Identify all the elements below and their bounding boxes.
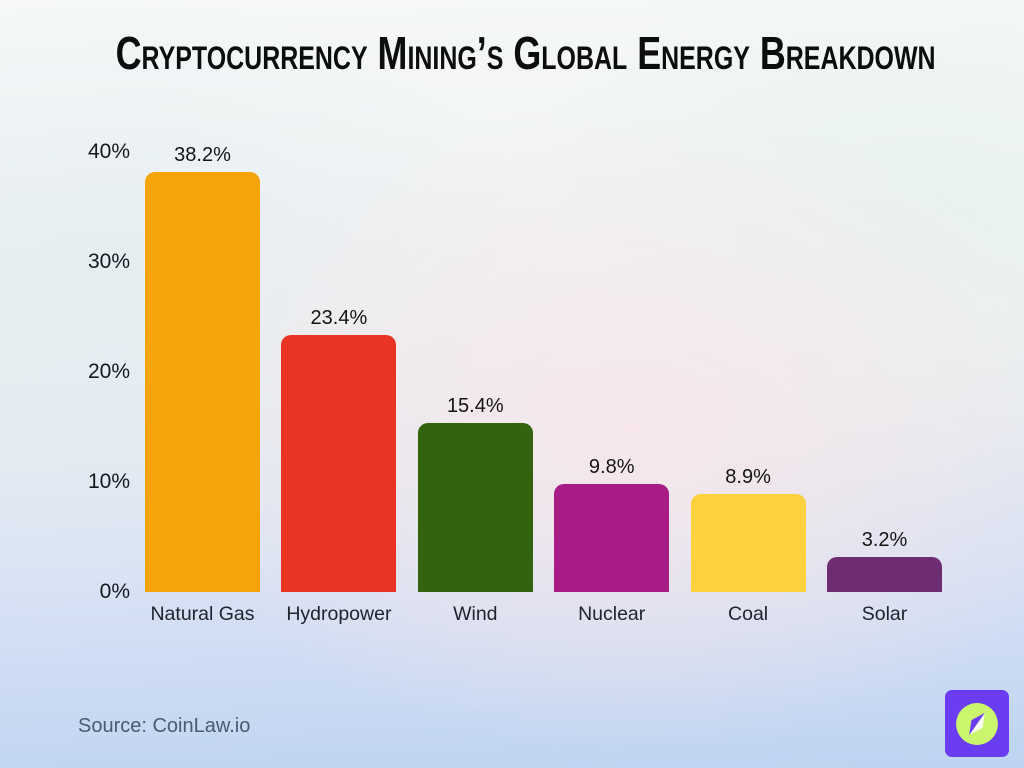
bar-natural-gas	[145, 171, 260, 592]
compass-icon	[956, 702, 998, 745]
bar-hydropower	[281, 334, 397, 592]
title-container: Cryptocurrency Mining’s Global Energy Br…	[0, 26, 1024, 80]
bar-chart: 40% 30% 20% 10% 0% 38.2% 23.4% 15.4% 9.8% 8.9% 3.2…	[0, 140, 1024, 603]
y-axis-tick: 10%	[87, 470, 130, 493]
x-axis-label: Coal	[728, 603, 769, 625]
y-axis-tick: 0%	[99, 580, 130, 603]
y-axis-tick: 40%	[87, 140, 130, 163]
bar-value-label: 9.8%	[588, 456, 635, 479]
x-axis-label: Natural Gas	[150, 603, 255, 625]
source-text: Source: CoinLaw.io	[78, 715, 251, 737]
bar-value-label: 23.4%	[310, 306, 368, 329]
bar-value-label: 8.9%	[725, 466, 771, 489]
bar-nuclear	[554, 484, 670, 592]
bar-solar	[827, 556, 942, 592]
x-axis-label: Wind	[453, 603, 498, 625]
x-axis-labels: Natural Gas Hydropower Wind Nuclear Coal Sola…	[0, 600, 1024, 630]
x-axis-label: Nuclear	[578, 603, 646, 625]
bar-value-label: 38.2%	[174, 143, 231, 166]
x-axis-label: Solar	[861, 603, 908, 625]
bar-value-label: 15.4%	[446, 394, 504, 417]
bar-wind	[417, 422, 533, 592]
coinlaw-logo	[945, 690, 1009, 757]
y-axis-tick: 30%	[87, 250, 130, 273]
x-axis-label: Hydropower	[286, 603, 392, 625]
bar-coal	[690, 494, 806, 592]
bar-value-label: 3.2%	[861, 528, 908, 551]
y-axis-tick: 20%	[87, 360, 130, 383]
page-title: Cryptocurrency Mining’s Global Energy Br…	[115, 27, 936, 79]
